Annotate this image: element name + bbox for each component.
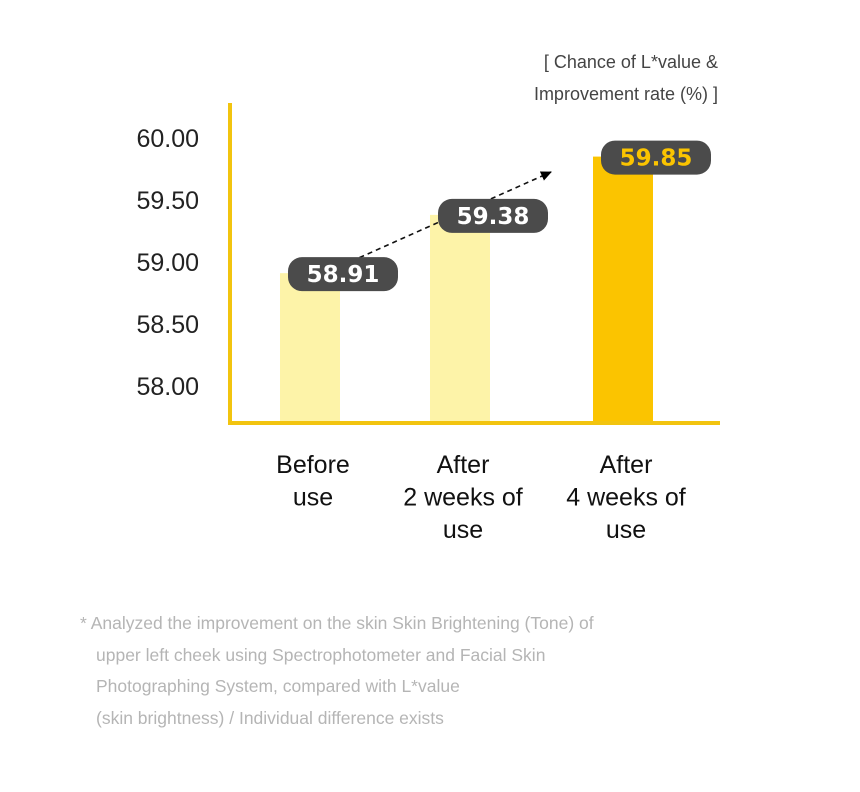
value-label: 59.38 <box>457 204 530 230</box>
bar <box>593 156 653 423</box>
value-label-pill <box>288 257 398 292</box>
value-label-pill <box>601 140 711 175</box>
category-label-line: 4 weeks of <box>566 484 686 512</box>
footnote-line-1: * Analyzed the improvement on the skin S… <box>80 613 594 633</box>
footnote-line-3: Photographing System, compared with L*va… <box>96 676 460 696</box>
unit-note-line-1: [ Chance of L*value & <box>543 52 718 72</box>
y-tick-label: 60.00 <box>136 125 199 153</box>
category-label-line: use <box>293 484 333 512</box>
y-tick-label: 59.50 <box>136 187 199 215</box>
bar <box>430 214 490 423</box>
category-label-line: After <box>600 451 653 479</box>
category-label-line: Before <box>276 451 350 479</box>
bar-chart: 60.00 59.50 59.00 58.50 58.00 58.91 59.38 59.8… <box>136 103 720 544</box>
value-label: 59.85 <box>620 146 693 172</box>
y-tick-label: 58.00 <box>136 373 199 401</box>
unit-note-line-2: Improvement rate (%) ] <box>533 84 718 104</box>
trend-arrow <box>342 171 552 266</box>
category-label-line: use <box>443 516 483 544</box>
y-tick-label: 59.00 <box>136 249 199 277</box>
unit-note: [ Chance of L*value & Improvement rate (… <box>534 46 718 110</box>
value-label: 58.91 <box>307 262 380 288</box>
value-label-pill <box>438 198 548 233</box>
footnote-line-4: (skin brightness) / Individual differenc… <box>96 707 444 728</box>
bar <box>280 273 340 423</box>
category-label-line: After <box>437 451 490 479</box>
category-label: After 4 weeks of use <box>566 451 686 544</box>
footnote: * Analyzed the improvement on the skin S… <box>80 608 700 734</box>
category-label: After 2 weeks of use <box>403 451 523 544</box>
category-label-line: 2 weeks of <box>403 484 523 512</box>
category-label: Before use <box>276 451 350 512</box>
category-label-line: use <box>606 516 646 544</box>
footnote-line-2: upper left cheek using Spectrophotometer… <box>96 644 546 665</box>
y-tick-label: 58.50 <box>136 311 199 339</box>
